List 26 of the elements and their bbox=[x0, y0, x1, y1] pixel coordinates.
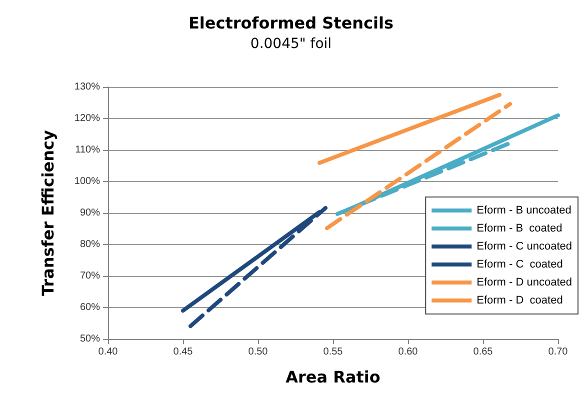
y-tick-label: 60% bbox=[80, 302, 100, 313]
legend-label: Eform - B uncoated bbox=[476, 204, 572, 216]
x-tick-label: 0.40 bbox=[98, 346, 118, 358]
y-tick-label: 100% bbox=[74, 176, 100, 187]
x-tick-label: 0.60 bbox=[398, 346, 418, 358]
y-axis-title: Transfer Efficiency bbox=[38, 129, 58, 296]
legend-label: Eform - B coated bbox=[476, 222, 562, 234]
y-tick-label: 90% bbox=[80, 208, 100, 218]
x-tick-label: 0.45 bbox=[173, 346, 194, 358]
y-tick-label: 110% bbox=[75, 144, 100, 156]
y-tick-label: 120% bbox=[74, 113, 100, 124]
y-tick-label: 50% bbox=[80, 334, 100, 344]
x-tick-label: 0.55 bbox=[323, 346, 344, 358]
legend-label: Eform - D uncoated bbox=[476, 276, 572, 288]
legend-label: Eform - C coated bbox=[476, 258, 563, 270]
y-tick-label: 80% bbox=[80, 239, 100, 250]
y-tick-label: 130% bbox=[74, 82, 100, 92]
x-axis-title: Area Ratio bbox=[286, 368, 380, 386]
x-tick-label: 0.70 bbox=[548, 346, 568, 358]
chart-subtitle: 0.0045" foil bbox=[250, 36, 332, 52]
legend-label: Eform - D coated bbox=[476, 294, 563, 306]
x-tick-label: 0.50 bbox=[248, 346, 268, 358]
chart-title: Electroformed Stencils bbox=[188, 14, 394, 32]
x-tick-label: 0.65 bbox=[473, 346, 494, 358]
legend-label: Eform - C uncoated bbox=[476, 240, 572, 252]
y-tick-label: 70% bbox=[80, 270, 100, 282]
